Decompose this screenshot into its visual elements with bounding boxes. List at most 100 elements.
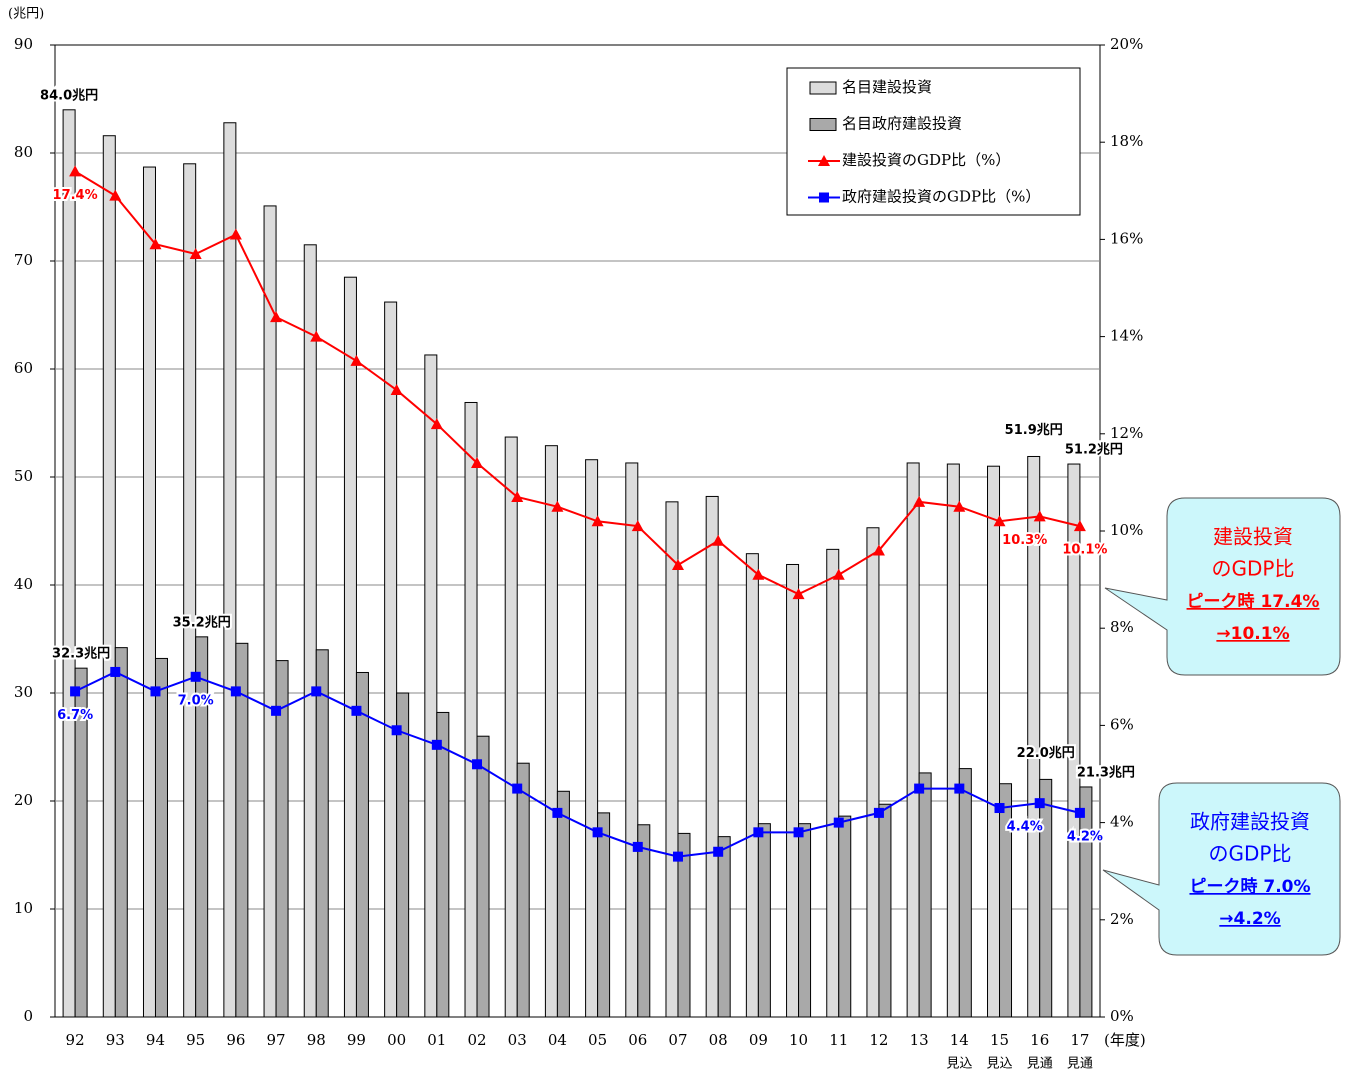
y-tick-label: 90 (14, 35, 33, 53)
line-marker (913, 495, 926, 507)
bar (315, 649, 329, 1018)
callout-bubble (1102, 782, 1341, 956)
line-marker (551, 500, 564, 512)
y-tick-label: 40 (14, 575, 33, 593)
y2-tick-label: 12% (1110, 424, 1143, 442)
legend-swatch (809, 118, 837, 131)
bar (504, 436, 518, 1018)
x-tick-label: 98 (307, 1031, 326, 1049)
line-marker (994, 803, 1005, 814)
line-marker (914, 783, 925, 794)
line-marker (954, 783, 965, 794)
callout-text: ピーク時 7.0% (1189, 876, 1310, 897)
line-marker (1073, 520, 1086, 532)
x-tick-label: 16 (1030, 1031, 1049, 1049)
x-tick-label: 00 (387, 1031, 406, 1049)
legend-label: 政府建設投資のGDP比（%） (842, 188, 1040, 206)
x-tick-label: 10 (789, 1031, 808, 1049)
x-tick-label: 01 (427, 1031, 446, 1049)
line-marker (953, 500, 966, 512)
bar (396, 692, 410, 1018)
bar (183, 163, 197, 1018)
line (74, 170, 1081, 596)
bar (114, 647, 128, 1018)
x-tick-sublabel: 見通 (1067, 1057, 1093, 1072)
callout-text: →10.1% (1216, 624, 1289, 644)
x-tick-label: 04 (548, 1031, 567, 1049)
data-label: 84.0兆円 (40, 87, 98, 103)
bar (665, 501, 679, 1018)
line-marker (472, 759, 483, 770)
bar (355, 671, 369, 1018)
callout-text: のGDP比 (1212, 557, 1295, 581)
line-marker (430, 418, 443, 430)
bar (1079, 786, 1093, 1018)
line-marker (1074, 807, 1085, 818)
bar (866, 527, 880, 1018)
bar (757, 823, 771, 1018)
y2-tick-label: 8% (1110, 618, 1134, 636)
data-label: 51.2兆円 (1065, 442, 1123, 458)
data-label: 7.0% (178, 693, 214, 708)
bar (235, 642, 249, 1018)
x-tick-label: 02 (467, 1031, 486, 1049)
x-tick-label: 08 (709, 1031, 728, 1049)
line-marker (149, 238, 162, 250)
line-marker (431, 739, 442, 750)
x-tick-label: 14 (950, 1031, 969, 1049)
line-marker (150, 686, 161, 697)
bar (516, 762, 530, 1018)
bar (625, 462, 639, 1018)
data-label: 32.3兆円 (52, 646, 110, 662)
bar (476, 735, 490, 1018)
y2-tick-label: 10% (1110, 521, 1143, 539)
legend-label: 名目政府建設投資 (842, 115, 962, 133)
bar (597, 812, 611, 1018)
line-marker (792, 588, 805, 600)
line-marker (311, 686, 322, 697)
y2-tick-label: 20% (1110, 35, 1143, 53)
bar (1039, 778, 1053, 1018)
bar (826, 548, 840, 1018)
line-marker (993, 515, 1006, 527)
bar (464, 401, 478, 1018)
line-marker (833, 817, 844, 828)
line-marker (110, 666, 121, 677)
x-tick-sublabel: 見込 (987, 1057, 1013, 1072)
y-tick-label: 70 (14, 251, 33, 269)
bar (384, 301, 398, 1018)
line-marker (793, 827, 804, 838)
bar (275, 660, 289, 1018)
line-marker (512, 783, 523, 794)
bar (424, 354, 438, 1018)
line-marker (672, 851, 683, 862)
line-marker (390, 384, 403, 396)
y-tick-label: 20 (14, 791, 33, 809)
bar (786, 563, 800, 1018)
x-axis-label: (年度) (1104, 1031, 1146, 1049)
bar (343, 276, 357, 1018)
bar (745, 553, 759, 1018)
x-tick-label: 96 (226, 1031, 245, 1049)
y-tick-label: 10 (14, 899, 33, 917)
bar (677, 832, 691, 1018)
line-marker (511, 490, 524, 502)
line-marker (271, 705, 282, 716)
x-tick-label: 97 (267, 1031, 286, 1049)
y2-tick-label: 14% (1110, 327, 1143, 345)
bar (906, 462, 920, 1018)
legend-swatch (809, 81, 837, 95)
x-tick-label: 92 (66, 1031, 85, 1049)
legend-label: 建設投資のGDP比（%） (842, 151, 1010, 169)
callout-text: のGDP比 (1209, 842, 1292, 866)
line-marker (1034, 798, 1045, 809)
line-marker (70, 686, 81, 697)
x-tick-label: 99 (347, 1031, 366, 1049)
data-label: 51.9兆円 (1005, 422, 1063, 438)
line-marker (471, 456, 484, 468)
line-marker (350, 354, 363, 366)
line-marker (552, 807, 563, 818)
x-tick-label: 03 (508, 1031, 527, 1049)
